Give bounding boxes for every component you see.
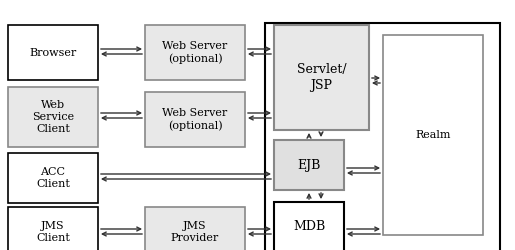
- Bar: [274, 140, 344, 190]
- Text: Realm: Realm: [415, 130, 451, 140]
- Text: JMS
Client: JMS Client: [36, 221, 70, 243]
- Text: Web Server
(optional): Web Server (optional): [162, 41, 228, 64]
- Bar: [265, 23, 500, 250]
- Text: ACC
Client: ACC Client: [36, 167, 70, 189]
- Text: Servlet/
JSP: Servlet/ JSP: [297, 64, 346, 92]
- Text: Web Server
(optional): Web Server (optional): [162, 108, 228, 131]
- Bar: [274, 25, 369, 130]
- Text: Browser: Browser: [29, 48, 77, 58]
- Bar: [145, 207, 245, 250]
- Bar: [8, 153, 98, 203]
- Text: EJB: EJB: [297, 158, 321, 172]
- Text: JMS
Provider: JMS Provider: [171, 221, 219, 243]
- Bar: [8, 87, 98, 147]
- Bar: [145, 25, 245, 80]
- Bar: [8, 207, 98, 250]
- Bar: [8, 25, 98, 80]
- Bar: [145, 92, 245, 147]
- Bar: [383, 35, 483, 235]
- Text: MDB: MDB: [293, 220, 325, 234]
- Bar: [274, 202, 344, 250]
- Text: Web
Service
Client: Web Service Client: [32, 100, 74, 134]
